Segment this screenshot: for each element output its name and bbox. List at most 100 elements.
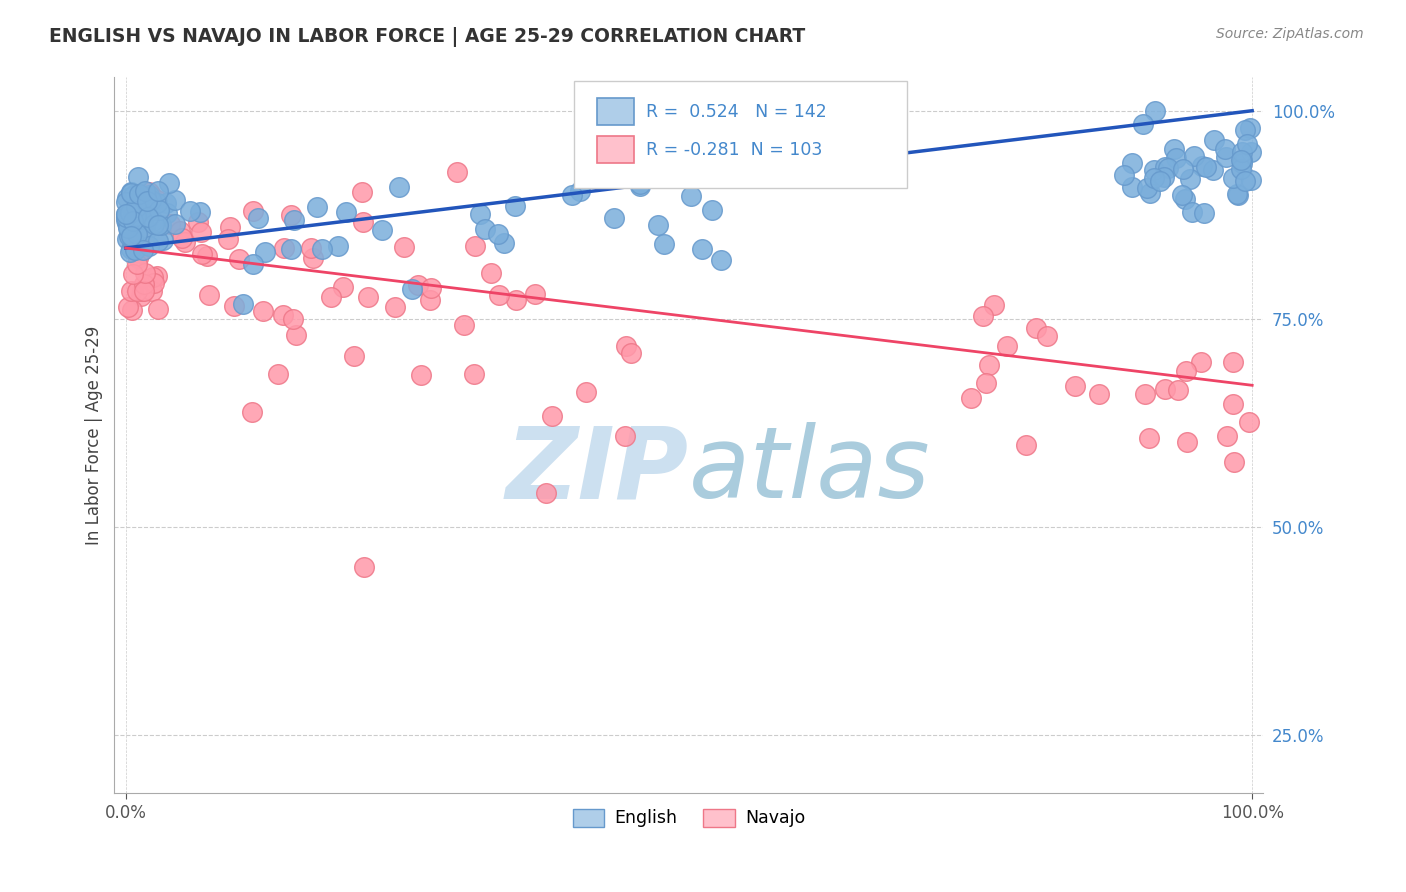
Point — [127, 197, 149, 211]
Point — [253, 245, 276, 260]
Point — [125, 257, 148, 271]
Point — [332, 280, 354, 294]
Point — [353, 560, 375, 574]
Point — [156, 205, 179, 219]
Point — [124, 186, 146, 201]
Point — [628, 177, 651, 191]
Point — [121, 303, 143, 318]
Point — [117, 219, 139, 233]
Point — [120, 186, 142, 200]
Point — [1230, 153, 1253, 167]
Point — [326, 239, 349, 253]
Point — [702, 202, 724, 217]
Point — [159, 217, 181, 231]
Point — [146, 196, 169, 211]
Point — [252, 304, 274, 318]
Point — [138, 210, 160, 224]
Point — [138, 188, 160, 202]
Point — [446, 165, 468, 179]
Point — [1202, 133, 1225, 147]
Point — [121, 189, 143, 203]
Point — [1194, 205, 1216, 219]
Point — [409, 368, 432, 382]
Point — [1215, 142, 1237, 156]
Point — [172, 231, 194, 245]
Point — [401, 282, 423, 296]
Point — [420, 281, 443, 295]
Point — [1226, 187, 1249, 202]
Point — [679, 189, 702, 203]
Point — [394, 239, 416, 253]
Point — [138, 203, 160, 218]
Point — [128, 197, 150, 211]
Text: R =  0.524   N = 142: R = 0.524 N = 142 — [647, 103, 827, 120]
Point — [1154, 382, 1177, 396]
Point — [1163, 142, 1185, 156]
Point — [115, 207, 138, 221]
Point — [152, 233, 174, 247]
Point — [242, 204, 264, 219]
Point — [141, 193, 163, 207]
Point — [127, 227, 149, 241]
Point — [1195, 160, 1218, 174]
Point — [114, 213, 136, 227]
Point — [163, 217, 186, 231]
Point — [134, 284, 156, 298]
Point — [127, 169, 149, 184]
Point — [122, 267, 145, 281]
Point — [505, 293, 527, 307]
Point — [155, 195, 177, 210]
Point — [1237, 415, 1260, 429]
Point — [1171, 187, 1194, 202]
Point — [1133, 386, 1156, 401]
Point — [710, 253, 733, 268]
Point — [120, 186, 142, 201]
FancyBboxPatch shape — [598, 98, 634, 126]
Point — [1121, 180, 1143, 194]
Text: atlas: atlas — [689, 423, 931, 519]
FancyBboxPatch shape — [574, 81, 907, 188]
Point — [690, 242, 713, 256]
Point — [134, 277, 156, 291]
Point — [1088, 387, 1111, 401]
Point — [217, 232, 239, 246]
Point — [1216, 429, 1239, 443]
Point — [1236, 136, 1258, 151]
Point — [280, 208, 302, 222]
Point — [128, 217, 150, 231]
Point — [603, 170, 626, 185]
Point — [1036, 329, 1059, 343]
Point — [280, 242, 302, 256]
Point — [1215, 150, 1237, 164]
Y-axis label: In Labor Force | Age 25-29: In Labor Force | Age 25-29 — [86, 326, 103, 545]
Point — [281, 311, 304, 326]
Point — [1226, 187, 1249, 202]
Point — [232, 297, 254, 311]
Point — [125, 202, 148, 217]
Point — [371, 222, 394, 236]
Point — [352, 215, 374, 229]
Point — [1025, 320, 1047, 334]
Point — [149, 218, 172, 232]
Point — [141, 194, 163, 209]
Point — [1174, 192, 1197, 206]
Point — [247, 211, 270, 226]
Text: ENGLISH VS NAVAJO IN LABOR FORCE | AGE 25-29 CORRELATION CHART: ENGLISH VS NAVAJO IN LABOR FORCE | AGE 2… — [49, 27, 806, 46]
Point — [273, 241, 295, 255]
Point — [115, 190, 138, 204]
Point — [488, 287, 510, 301]
Point — [240, 405, 263, 419]
Point — [647, 218, 669, 232]
Point — [1143, 171, 1166, 186]
Point — [148, 184, 170, 198]
Legend: English, Navajo: English, Navajo — [565, 802, 813, 834]
Point — [135, 190, 157, 204]
Point — [1153, 170, 1175, 185]
Text: ZIP: ZIP — [506, 423, 689, 519]
Point — [122, 232, 145, 246]
Point — [188, 205, 211, 219]
Point — [146, 234, 169, 248]
Point — [136, 201, 159, 215]
Point — [131, 232, 153, 246]
FancyBboxPatch shape — [598, 136, 634, 163]
